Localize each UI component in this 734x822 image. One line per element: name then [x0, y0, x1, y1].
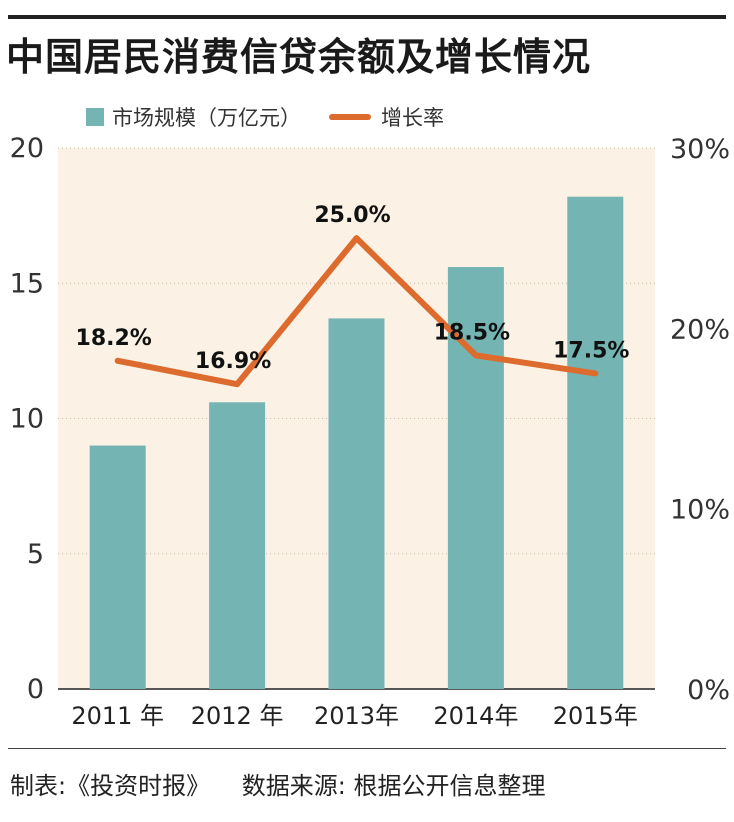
right-axis-tick-label: 10%	[670, 495, 730, 526]
bar	[567, 196, 624, 689]
growth-rate-line	[114, 235, 599, 388]
left-axis-tick-label: 0	[27, 674, 44, 705]
growth-rate-label: 17.5%	[553, 338, 629, 363]
bar	[328, 318, 385, 689]
growth-rate-label: 18.5%	[434, 320, 510, 345]
bar	[209, 402, 266, 689]
right-axis-tick-label: 30%	[670, 134, 730, 165]
legend: 市场规模（万亿元） 增长率	[86, 102, 444, 132]
left-axis-tick-label: 20	[10, 133, 44, 164]
growth-rate-label: 16.9%	[195, 349, 271, 374]
x-axis-tick-label: 2013年	[314, 702, 399, 730]
bottom-rule	[8, 748, 726, 749]
right-axis-tick-label: 0%	[687, 675, 730, 706]
growth-rate-label: 18.2%	[76, 326, 152, 351]
x-axis-tick-label: 2014年	[433, 702, 518, 730]
x-axis-tick-label: 2012 年	[191, 702, 284, 730]
chart-canvas: 0 5 10 15 20 0% 10% 20% 30% 2011 年 2012 年 2013年 2014…	[10, 133, 730, 730]
left-axis-tick-label: 10	[10, 404, 44, 435]
chart-title: 中国居民消费信贷余额及增长情况	[6, 35, 592, 79]
footer-source: 数据来源: 根据公开信息整理	[241, 772, 546, 800]
left-axis-tick-label: 15	[10, 268, 44, 299]
right-axis-tick-label: 20%	[670, 314, 730, 345]
x-axis-tick-label: 2011 年	[71, 702, 164, 730]
legend-bar-swatch	[86, 108, 104, 126]
growth-rate-label: 25.0%	[314, 203, 390, 228]
legend-line-label: 增长率	[381, 106, 444, 130]
top-rule	[8, 15, 726, 19]
legend-bar-label: 市场规模（万亿元）	[112, 106, 301, 130]
legend-line-swatch	[329, 114, 371, 120]
x-axis-tick-label: 2015年	[553, 702, 638, 730]
footer-maker: 制表:《投资时报》	[10, 772, 211, 800]
left-axis-tick-label: 5	[27, 539, 44, 570]
footer: 制表:《投资时报》 数据来源: 根据公开信息整理	[10, 766, 545, 801]
bar	[89, 445, 146, 689]
